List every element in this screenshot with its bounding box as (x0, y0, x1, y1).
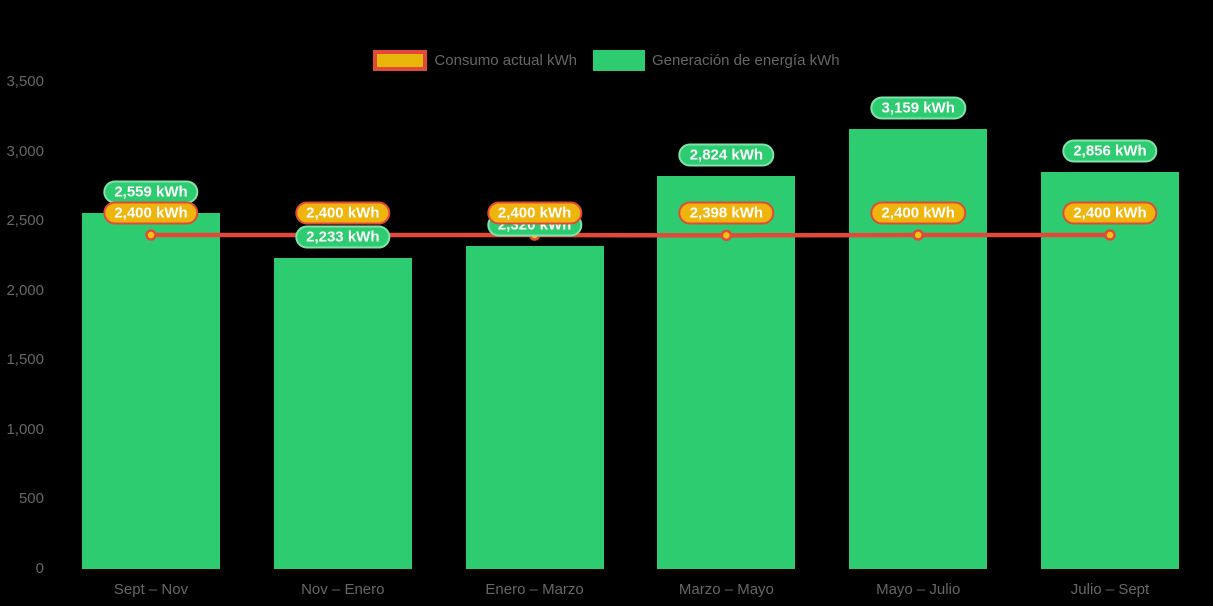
generation-bar[interactable] (465, 246, 604, 569)
generacion-energia-swatch-icon (592, 50, 645, 71)
legend-label-consumo-actual: Consumo actual kWh (434, 52, 577, 69)
x-tick-label: Nov – Enero (301, 581, 385, 598)
x-tick-label: Marzo – Mayo (678, 581, 774, 598)
y-tick-label: 500 (18, 490, 44, 508)
y-tick-label: 3,000 (6, 142, 44, 160)
x-tick-label: Sept – Nov (113, 581, 189, 598)
legend-label-generacion-energia: Generación de energía kWh (651, 52, 840, 69)
y-tick-label: 2,500 (6, 212, 44, 230)
generation-value-label: 2,824 kWh (678, 143, 775, 167)
generation-value-label: 2,856 kWh (1062, 139, 1158, 163)
y-tick-label: 3,500 (6, 73, 44, 90)
generation-bar[interactable] (273, 258, 412, 569)
chart-legend: Consumo actual kWh Generación de energía… (0, 50, 1213, 71)
consumption-value-label: 2,400 kWh (295, 201, 391, 225)
y-tick-label: 1,500 (6, 351, 44, 369)
legend-item-consumo-actual[interactable]: Consumo actual kWh (373, 50, 577, 71)
generation-value-label: 2,233 kWh (295, 225, 391, 249)
consumption-value-label: 2,398 kWh (678, 201, 775, 225)
generation-bar[interactable] (82, 212, 220, 569)
consumption-point[interactable] (912, 229, 924, 241)
x-tick-label: Mayo – Julio (876, 581, 961, 598)
consumption-value-label: 2,400 kWh (1062, 201, 1158, 225)
consumo-actual-swatch-icon (373, 50, 428, 71)
y-tick-label: 0 (35, 560, 44, 577)
y-tick-label: 1,000 (6, 420, 44, 438)
consumption-point[interactable] (720, 229, 733, 242)
y-tick-label: 2,000 (6, 281, 44, 299)
x-tick-label: Enero – Marzo (485, 581, 584, 598)
consumption-point[interactable] (1104, 229, 1116, 241)
consumption-value-label: 2,400 kWh (870, 201, 966, 225)
generation-bar[interactable] (657, 176, 796, 569)
consumption-value-label: 2,400 kWh (486, 201, 583, 225)
consumption-point[interactable] (145, 229, 157, 241)
legend-item-generacion-energia[interactable]: Generación de energía kWh (592, 50, 840, 71)
x-tick-label: Julio – Sept (1070, 581, 1150, 598)
generation-value-label: 2,559 kWh (103, 180, 199, 204)
generation-value-label: 3,159 kWh (870, 96, 966, 120)
consumption-value-label: 2,400 kWh (103, 201, 199, 225)
